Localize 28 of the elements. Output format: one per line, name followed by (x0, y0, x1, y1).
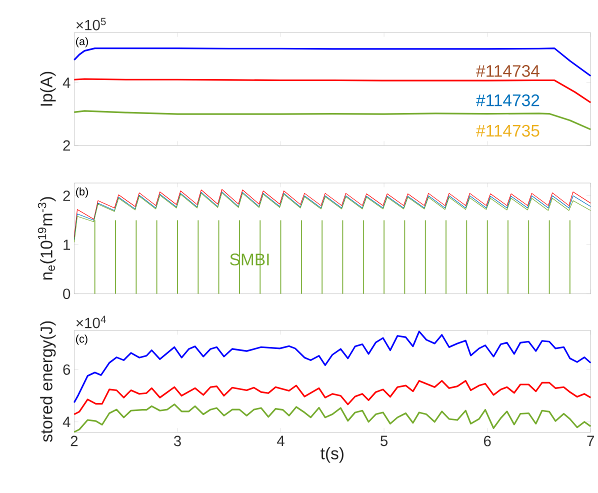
y-axis-title: n$_{e}$(10$^{19}$m$^{-3}$) (38, 197, 56, 280)
y-tick-label: 1 (64, 240, 70, 250)
x-axis-title: t(s) (320, 447, 344, 463)
y-axis-title: Ip(A) (40, 72, 56, 106)
x-tick-label: 4 (276, 436, 284, 446)
y-tick-label: 0 (63, 288, 70, 300)
line-series (73, 404, 592, 434)
text: ×10$^{5}$ (76, 18, 106, 30)
annotation: #114734 (476, 65, 540, 78)
line-series (73, 380, 592, 416)
x-tick-label: 2 (70, 436, 78, 446)
annotation: (b) (76, 188, 88, 198)
x-tick-label: 3 (174, 436, 181, 446)
y-tick-label: 2 (63, 190, 70, 202)
x-tick-label: 5 (380, 436, 388, 446)
y-tick-label: 6 (63, 364, 70, 376)
y-axis-title: stored energy(J) (40, 322, 56, 442)
annotation: #114732 (476, 94, 540, 106)
x-tick-label: 7 (587, 436, 594, 446)
line-series (73, 330, 592, 404)
y-tick-label: 4 (62, 78, 70, 88)
annotation: #114735 (476, 124, 540, 137)
x-tick-label: 6 (484, 436, 491, 446)
y-tick-label: 4 (62, 416, 70, 428)
annotation: (a) (76, 37, 88, 48)
annotation: (c) (76, 334, 88, 345)
text: ×10$^{4}$ (76, 316, 106, 328)
y-tick-label: 2 (63, 140, 70, 151)
